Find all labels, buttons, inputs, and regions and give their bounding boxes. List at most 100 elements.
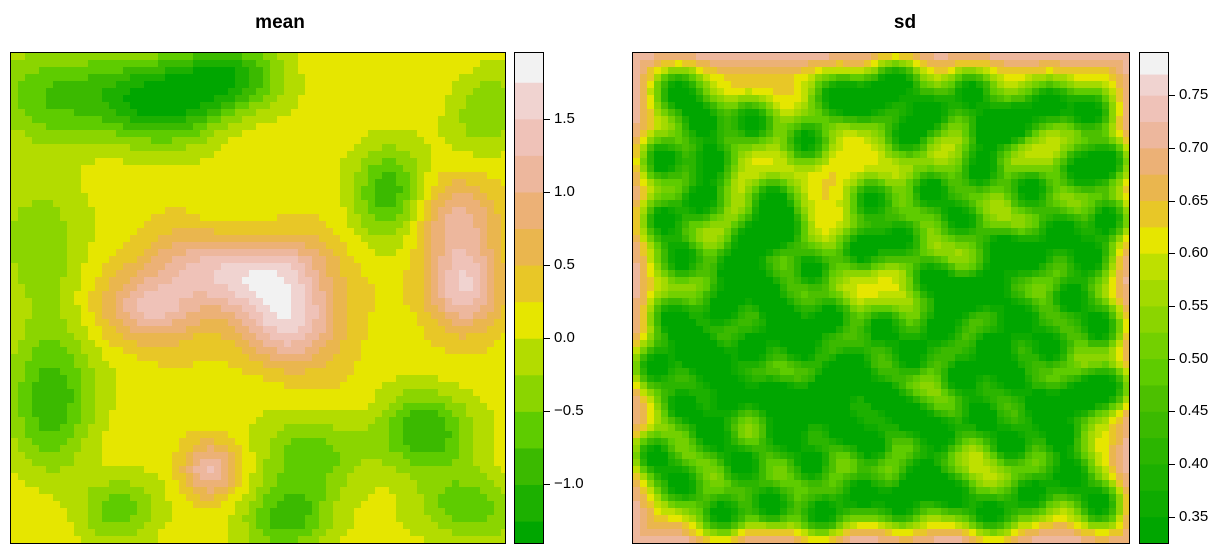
heatmap-cell	[18, 221, 26, 229]
heatmap-cell	[319, 228, 327, 236]
heatmap-cell	[179, 410, 187, 418]
heatmap-cell	[67, 494, 75, 502]
heatmap-cell	[340, 473, 348, 481]
heatmap-cell	[473, 53, 481, 61]
heatmap-cell	[60, 438, 68, 446]
heatmap-cell	[382, 88, 390, 96]
heatmap-cell	[305, 396, 313, 404]
heatmap-cell	[389, 445, 397, 453]
heatmap-cell	[424, 487, 432, 495]
heatmap-cell	[501, 158, 505, 166]
heatmap-cell	[354, 382, 362, 390]
heatmap-cell	[25, 53, 33, 61]
heatmap-cell	[39, 81, 47, 89]
heatmap-cell	[368, 536, 376, 543]
heatmap-cell	[144, 249, 152, 257]
heatmap-cell	[144, 333, 152, 341]
heatmap-cell	[235, 60, 243, 68]
heatmap-cell	[410, 67, 418, 75]
heatmap-cell	[389, 81, 397, 89]
heatmap-cell	[298, 529, 306, 537]
heatmap-cell	[67, 165, 75, 173]
heatmap-cell	[193, 284, 201, 292]
heatmap-cell	[123, 529, 131, 537]
heatmap-cell	[46, 214, 54, 222]
heatmap-cell	[193, 312, 201, 320]
heatmap-cell	[60, 494, 68, 502]
heatmap-cell	[501, 515, 505, 523]
heatmap-cell	[354, 186, 362, 194]
heatmap-cell	[249, 165, 257, 173]
heatmap-cell	[389, 186, 397, 194]
heatmap-cell	[473, 347, 481, 355]
heatmap-cell	[368, 354, 376, 362]
heatmap-cell	[501, 501, 505, 509]
heatmap-cell	[193, 480, 201, 488]
heatmap-cell	[382, 501, 390, 509]
heatmap-cell	[18, 417, 26, 425]
heatmap-cell	[459, 200, 467, 208]
heatmap-cell	[102, 53, 110, 61]
heatmap-cell	[116, 319, 124, 327]
heatmap-cell	[263, 445, 271, 453]
heatmap-cell	[452, 284, 460, 292]
heatmap-cell	[60, 312, 68, 320]
heatmap-cell	[11, 529, 19, 537]
heatmap-cell	[130, 340, 138, 348]
heatmap-cell	[151, 123, 159, 131]
heatmap-cell	[333, 501, 341, 509]
heatmap-cell	[137, 536, 145, 543]
heatmap-cell	[151, 312, 159, 320]
heatmap-cell	[123, 158, 131, 166]
heatmap-cell	[235, 424, 243, 432]
heatmap-cell	[445, 368, 453, 376]
heatmap-cell	[368, 172, 376, 180]
heatmap-cell	[256, 305, 264, 313]
heatmap-cell	[473, 284, 481, 292]
heatmap-cell	[326, 284, 334, 292]
heatmap-cell	[382, 53, 390, 61]
heatmap-cell	[235, 81, 243, 89]
heatmap-cell	[445, 389, 453, 397]
heatmap-cell	[417, 368, 425, 376]
heatmap-cell	[382, 347, 390, 355]
heatmap-cell	[494, 270, 502, 278]
heatmap-cell	[88, 473, 96, 481]
heatmap-cell	[291, 522, 299, 530]
heatmap-cell	[487, 179, 495, 187]
heatmap-cell	[179, 242, 187, 250]
heatmap-cell	[501, 263, 505, 271]
heatmap-cell	[361, 312, 369, 320]
heatmap-cell	[11, 88, 19, 96]
heatmap-cell	[319, 81, 327, 89]
heatmap-cell	[235, 522, 243, 530]
heatmap-cell	[298, 221, 306, 229]
heatmap-cell	[424, 172, 432, 180]
heatmap-cell	[326, 158, 334, 166]
heatmap-cell	[81, 515, 89, 523]
heatmap-cell	[459, 347, 467, 355]
heatmap-cell	[46, 179, 54, 187]
heatmap-cell	[228, 263, 236, 271]
heatmap-cell	[417, 508, 425, 516]
heatmap-cell	[361, 123, 369, 131]
heatmap-cell	[186, 277, 194, 285]
heatmap-cell	[417, 291, 425, 299]
heatmap-cell	[46, 144, 54, 152]
heatmap-cell	[200, 214, 208, 222]
heatmap-cell	[249, 256, 257, 264]
heatmap-cell	[193, 361, 201, 369]
heatmap-cell	[81, 214, 89, 222]
heatmap-cell	[102, 438, 110, 446]
heatmap-cell	[256, 438, 264, 446]
heatmap-cell	[312, 319, 320, 327]
heatmap-cell	[431, 186, 439, 194]
heatmap-cell	[459, 452, 467, 460]
heatmap-cell	[382, 193, 390, 201]
heatmap-cell	[214, 95, 222, 103]
heatmap-cell	[193, 221, 201, 229]
heatmap-cell	[445, 354, 453, 362]
heatmap-cell	[165, 102, 173, 110]
heatmap-cell	[228, 522, 236, 530]
heatmap-cell	[165, 81, 173, 89]
